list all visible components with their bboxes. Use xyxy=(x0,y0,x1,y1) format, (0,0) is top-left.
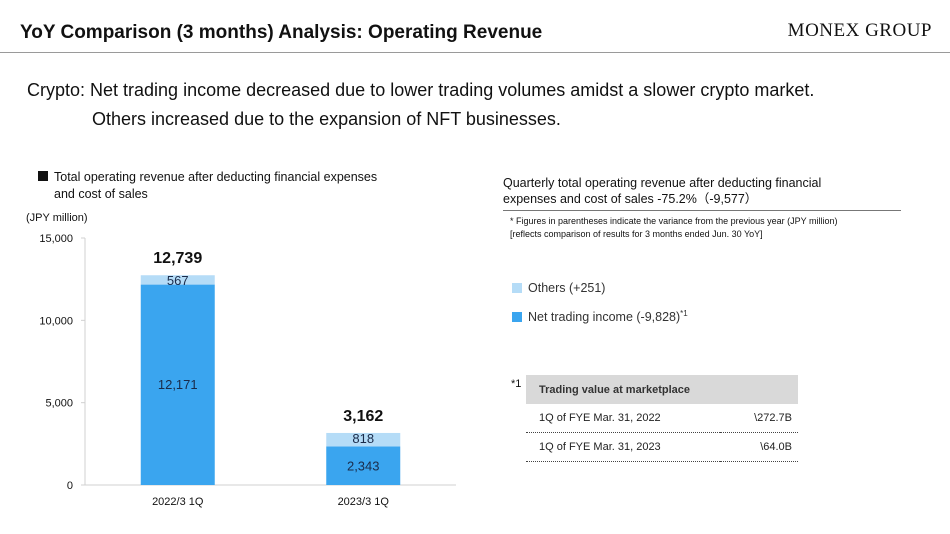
headline-line-1: Crypto: Net trading income decreased due… xyxy=(27,80,815,100)
bar-value-label: 818 xyxy=(352,431,374,446)
table-footnote-mark: *1 xyxy=(511,378,522,390)
legend-label-net-trading-income: Net trading income (-9,828) xyxy=(528,310,681,325)
variance-note-line-2: [reflects comparison of results for 3 mo… xyxy=(510,229,763,239)
table-header: Trading value at marketplace xyxy=(526,375,798,404)
chart-caption-line-2: and cost of sales xyxy=(54,187,148,201)
bar-value-label: 12,171 xyxy=(158,377,198,392)
variance-note: * Figures in parentheses indicate the va… xyxy=(510,215,910,241)
headline-line-2: Others increased due to the expansion of… xyxy=(92,109,561,129)
y-tick-label: 10,000 xyxy=(39,315,73,327)
table-row: 1Q of FYE Mar. 31, 2023 \64.0B xyxy=(526,432,798,462)
legend-footnote-mark: *1 xyxy=(680,309,688,318)
title-divider xyxy=(0,52,950,53)
bar-total-label: 3,162 xyxy=(343,408,383,425)
legend-item-net-trading-income: Net trading income (-9,828)*1 xyxy=(512,309,688,324)
legend-item-others: Others (+251) xyxy=(512,281,605,295)
table-row-label: 1Q of FYE Mar. 31, 2022 xyxy=(526,404,720,433)
bar-total-label: 12,739 xyxy=(153,250,202,267)
y-tick-label: 15,000 xyxy=(39,233,73,245)
company-logo: MONEX GROUP xyxy=(787,20,932,41)
quarterly-divider xyxy=(503,210,901,211)
legend-swatch-others xyxy=(512,283,522,293)
trading-value-table: Trading value at marketplace 1Q of FYE M… xyxy=(526,375,798,462)
bar-segment xyxy=(326,432,401,447)
quarterly-caption: Quarterly total operating revenue after … xyxy=(503,175,883,207)
table-row-label: 1Q of FYE Mar. 31, 2023 xyxy=(526,432,720,462)
x-tick-label: 2023/3 1Q xyxy=(338,496,390,508)
bar-segment xyxy=(140,275,215,285)
stacked-bar-chart: 0 5,000 10,000 15,000 12,171 567 12,739 2022/3 … xyxy=(39,233,456,508)
table-row-value: \64.0B xyxy=(719,432,798,462)
table-header-row: Trading value at marketplace xyxy=(526,375,798,404)
quarterly-caption-line-1: Quarterly total operating revenue after … xyxy=(503,176,822,190)
bar-value-label: 2,343 xyxy=(347,458,380,473)
caption-bullet-icon xyxy=(38,171,48,181)
table-row-value: \272.7B xyxy=(719,404,798,433)
bar-segment xyxy=(140,284,215,485)
table-row: 1Q of FYE Mar. 31, 2022 \272.7B xyxy=(526,404,798,433)
bar-segment xyxy=(326,446,401,485)
variance-note-line-1: * Figures in parentheses indicate the va… xyxy=(510,216,838,226)
page-title: YoY Comparison (3 months) Analysis: Oper… xyxy=(20,22,543,43)
chart-caption-line-1: Total operating revenue after deducting … xyxy=(54,170,378,184)
bar-value-label: 567 xyxy=(167,273,189,288)
legend-swatch-net-trading-income xyxy=(512,312,522,323)
y-tick-label: 0 xyxy=(67,480,73,492)
y-tick-label: 5,000 xyxy=(45,398,73,410)
legend-label-others: Others (+251) xyxy=(528,281,606,295)
chart-caption: Total operating revenue after deducting … xyxy=(54,169,424,203)
chart-unit-label: (JPY million) xyxy=(26,212,88,224)
x-tick-label: 2022/3 1Q xyxy=(152,496,204,508)
quarterly-caption-line-2: expenses and cost of sales -75.2%（-9,577… xyxy=(503,192,758,206)
